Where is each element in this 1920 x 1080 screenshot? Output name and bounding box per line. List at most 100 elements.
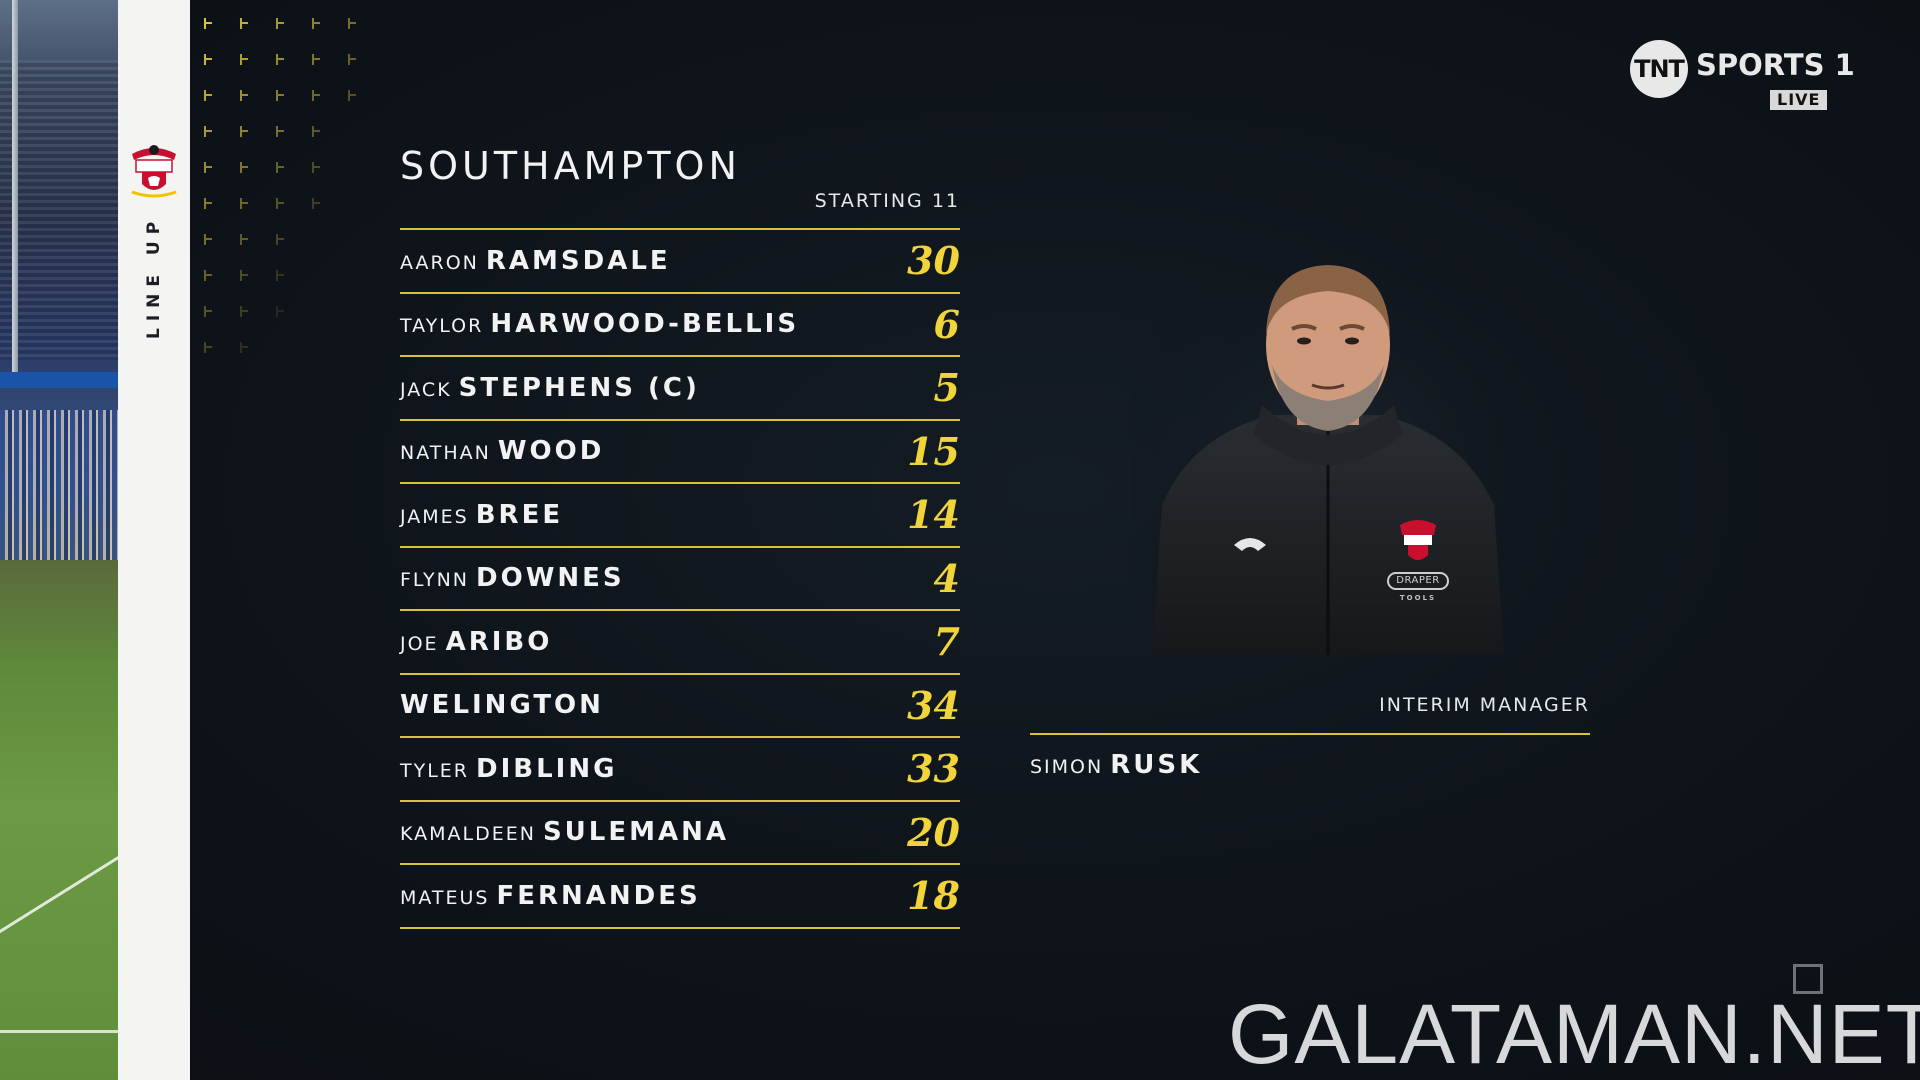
player-name: JOE ARIBO (400, 627, 552, 657)
player-last-name: WELINGTON (400, 690, 604, 721)
tick-mark (312, 18, 323, 29)
tick-mark (276, 306, 287, 317)
tick-pattern-decoration (204, 18, 404, 353)
channel-name: SPORTS 1 (1696, 48, 1855, 82)
manager-last-name: RUSK (1110, 750, 1203, 780)
player-name: JACK STEPHENS (c) (400, 373, 700, 403)
player-row: AARON RAMSDALE 30 (400, 230, 960, 294)
manager-divider (1030, 733, 1590, 735)
player-name: MATEUS FERNANDES (400, 881, 701, 911)
live-badge: LIVE (1770, 90, 1828, 110)
tick-mark (348, 54, 359, 65)
tick-mark (240, 90, 251, 101)
tick-mark (348, 18, 359, 29)
manager-first-name: SIMON (1030, 756, 1104, 778)
player-row: FLYNN DOWNES 4 (400, 548, 960, 611)
tick-mark (204, 270, 215, 281)
tnt-logo-icon: TNT (1630, 40, 1688, 98)
player-last-name: BREE (475, 499, 564, 530)
player-row: TAYLOR HARWOOD-BELLIS 6 (400, 294, 960, 357)
tick-mark (312, 198, 323, 209)
manager-photo (1132, 255, 1524, 655)
square-outline-icon (1793, 964, 1823, 994)
team-name: SOUTHAMPTON (400, 144, 741, 188)
broadcaster-logo: TNT SPORTS 1 LIVE (1630, 40, 1855, 112)
kit-sponsor-subtext: TOOLS (1399, 594, 1437, 602)
watermark: GALATAMAN.NET (1228, 987, 1920, 1080)
player-number: 34 (907, 682, 960, 728)
manager-role: INTERIM MANAGER (1379, 694, 1590, 716)
player-last-name: FERNANDES (496, 880, 701, 911)
player-number: 6 (933, 301, 960, 347)
tick-mark (204, 18, 215, 29)
player-last-name: RAMSDALE (485, 245, 671, 276)
player-last-name: DOWNES (476, 563, 625, 594)
player-number: 7 (933, 619, 960, 665)
player-name: TAYLOR HARWOOD-BELLIS (400, 309, 799, 339)
player-row: JOE ARIBO 7 (400, 611, 960, 675)
stadium-background-photo (0, 0, 118, 1080)
starting-label: STARTING 11 (814, 190, 960, 212)
player-row: TYLER DIBLING 33 (400, 738, 960, 802)
tick-mark (276, 90, 287, 101)
player-first-name: TAYLOR (400, 315, 484, 338)
player-name: KAMALDEEN SULEMANA (400, 817, 729, 847)
player-first-name: MATEUS (400, 886, 490, 909)
player-row: JACK STEPHENS (c) 5 (400, 357, 960, 421)
player-name: FLYNN DOWNES (400, 563, 625, 593)
manager-name: SIMON RUSK (1030, 750, 1202, 780)
pitch-line (0, 1030, 118, 1033)
player-last-name: WOOD (497, 436, 605, 467)
player-last-name: SULEMANA (542, 817, 729, 848)
player-first-name: JOE (400, 632, 439, 655)
tick-mark (276, 18, 287, 29)
crowd-texture (0, 410, 118, 560)
player-row: MATEUS FERNANDES 18 (400, 865, 960, 929)
tick-mark (276, 198, 287, 209)
tick-mark (312, 54, 323, 65)
player-name: AARON RAMSDALE (400, 246, 671, 276)
player-first-name: AARON (400, 251, 479, 274)
tick-mark (204, 342, 215, 353)
tick-mark (312, 90, 323, 101)
tick-mark (204, 162, 215, 173)
tick-mark (204, 126, 215, 137)
player-last-name: HARWOOD-BELLIS (490, 309, 800, 340)
player-number: 5 (933, 365, 960, 411)
tick-mark (312, 162, 323, 173)
player-number: 20 (907, 809, 960, 855)
player-number: 30 (907, 238, 960, 284)
lineup-label-text: LINE UP (144, 214, 164, 339)
tick-mark (240, 234, 251, 245)
player-first-name: FLYNN (400, 569, 470, 592)
tick-mark (348, 90, 359, 101)
player-last-name: STEPHENS (c) (458, 372, 700, 403)
tick-mark (240, 270, 251, 281)
player-last-name: DIBLING (476, 753, 618, 784)
floodlight-pole (12, 0, 18, 380)
tick-mark (204, 234, 215, 245)
player-row: NATHAN WOOD 15 (400, 421, 960, 484)
player-first-name: JAMES (400, 505, 469, 528)
player-row: KAMALDEEN SULEMANA 20 (400, 802, 960, 865)
player-row: JAMES BREE 14 (400, 484, 960, 548)
pitch-line (0, 827, 118, 936)
player-first-name: KAMALDEEN (400, 823, 536, 846)
tick-mark (240, 342, 251, 353)
stand-texture (0, 60, 118, 360)
advert-board (0, 372, 118, 388)
player-name: JAMES BREE (400, 500, 563, 530)
tick-mark (204, 306, 215, 317)
tick-mark (240, 306, 251, 317)
tick-mark (240, 162, 251, 173)
player-first-name: NATHAN (400, 442, 491, 465)
player-row: WELINGTON 34 (400, 675, 960, 738)
tick-mark (276, 54, 287, 65)
player-first-name: TYLER (400, 759, 470, 782)
tick-mark (204, 90, 215, 101)
roster-list: AARON RAMSDALE 30 TAYLOR HARWOOD-BELLIS 6 JACK… (400, 228, 960, 929)
kit-sponsor-text: DRAPER (1396, 575, 1440, 586)
tick-mark (240, 198, 251, 209)
tick-mark (312, 126, 323, 137)
player-last-name: ARIBO (445, 626, 553, 657)
